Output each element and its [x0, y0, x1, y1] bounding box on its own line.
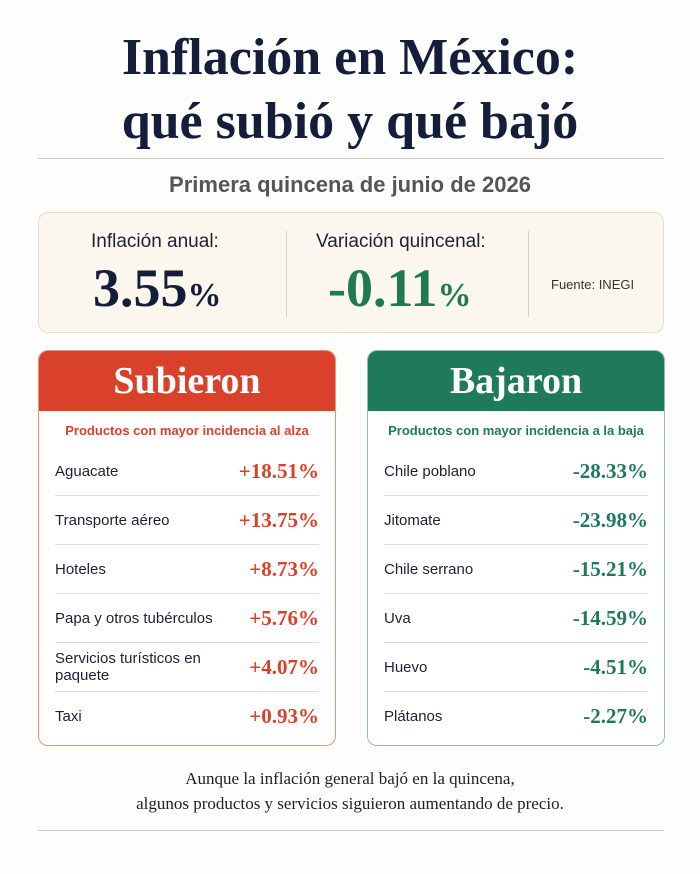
stat-value: -0.11% [328, 257, 472, 319]
subtitle: Primera quincena de junio de 2026 [169, 172, 531, 197]
item-change: +5.76% [249, 605, 319, 630]
item-change: +8.73% [249, 556, 319, 581]
item-row: Chile poblano -28.33% [384, 447, 648, 496]
stat-label: Variación quincenal: [316, 231, 486, 252]
panel: Subieron Productos con mayor incidencia a… [38, 350, 336, 746]
item-change: +18.51% [238, 458, 319, 483]
item-change: -15.21% [572, 556, 648, 581]
item-row: Uva -14.59% [384, 594, 648, 643]
stat-unit: % [437, 277, 472, 314]
item-name: Huevo [384, 658, 428, 676]
title-line: qué subió y qué bajó [121, 93, 579, 150]
footer: Aunque la inflación general bajó en la q… [0, 766, 700, 816]
panel-title: Subieron [39, 351, 335, 411]
item-change: +4.07% [249, 654, 319, 679]
item-row: Hoteles +8.73% [55, 545, 319, 594]
stat-number: -0.11 [328, 258, 438, 318]
stat-value: 3.55% [93, 257, 222, 319]
divider [286, 231, 287, 317]
item-row: Huevo -4.51% [384, 643, 648, 692]
item-row: Jitomate -23.98% [384, 496, 648, 545]
item-name: Papa y otros tubérculos [55, 609, 213, 627]
panel: Bajaron Productos con mayor incidencia a … [367, 350, 665, 746]
item-name: Chile poblano [384, 462, 476, 480]
item-row: Plátanos -2.27% [384, 692, 648, 741]
item-row: Transporte aéreo +13.75% [55, 496, 319, 545]
panel-caption: Productos con mayor incidencia a la baja [388, 423, 644, 438]
item-list: Chile poblano -28.33% Jitomate -23.98% Chile… [368, 447, 664, 741]
item-name: Taxi [55, 708, 82, 725]
footer-line: Aunque la inflación general bajó en la q… [185, 769, 515, 788]
item-row: Taxi +0.93% [55, 692, 319, 741]
item-name: Servicios turísticos en paquete [55, 650, 201, 684]
divider [38, 830, 664, 831]
stat-unit: % [187, 277, 222, 314]
stat-label: Inflación anual: [91, 231, 219, 252]
item-name: Chile serrano [384, 560, 474, 578]
item-change: -4.51% [583, 654, 648, 679]
stats-box: Inflación anual: 3.55% Variación quincen… [38, 212, 664, 333]
item-change: -23.98% [572, 507, 648, 532]
item-row: Servicios turísticos en paquete +4.07% [55, 643, 319, 692]
item-name: Plátanos [384, 708, 443, 725]
item-change: -2.27% [583, 704, 648, 728]
item-list: Aguacate +18.51% Transporte aéreo +13.75% Ho… [39, 447, 335, 741]
panel-caption: Productos con mayor incidencia al alza [65, 423, 309, 438]
item-name: Aguacate [55, 462, 119, 480]
divider [38, 158, 664, 159]
item-name: Hoteles [55, 560, 106, 578]
item-change: +0.93% [249, 704, 319, 728]
item-name: Uva [384, 609, 411, 627]
panel-title: Bajaron [368, 351, 664, 411]
item-change: -14.59% [572, 605, 648, 630]
divider [528, 231, 529, 317]
item-change: -28.33% [572, 458, 648, 483]
item-name: Transporte aéreo [55, 511, 170, 529]
item-name: Jitomate [384, 511, 441, 529]
stat-number: 3.55 [93, 258, 188, 318]
item-row: Chile serrano -15.21% [384, 545, 648, 594]
item-row: Aguacate +18.51% [55, 447, 319, 496]
source: Fuente: INEGI [551, 277, 635, 292]
item-change: +13.75% [238, 507, 319, 532]
title-line: Inflación en México: [121, 29, 579, 86]
footer-line: algunos productos y servicios siguieron … [136, 794, 564, 813]
item-row: Papa y otros tubérculos +5.76% [55, 594, 319, 643]
